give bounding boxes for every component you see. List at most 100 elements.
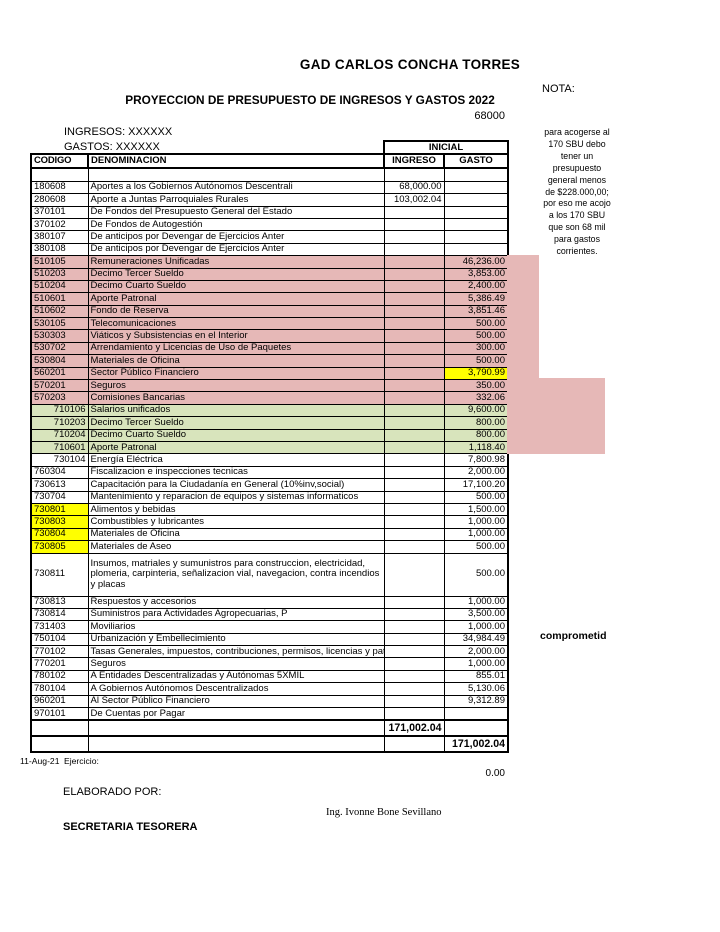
- row-code: 180608: [30, 180, 89, 195]
- nota-label: NOTA:: [542, 83, 575, 95]
- row-code: 730811: [30, 552, 89, 597]
- row-ingreso: [383, 694, 445, 709]
- row-code: 770201: [30, 657, 89, 671]
- row-ingreso: [383, 453, 445, 467]
- row-denomination: Aportes a los Gobiernos Autónomos Descen…: [87, 180, 385, 195]
- row-gasto: 7,800.98: [443, 453, 509, 467]
- table-row: 730805 Materiales de Aseo 500.00: [30, 540, 509, 554]
- row-ingreso: [383, 682, 445, 696]
- row-denomination: Fiscalizacion e inspecciones tecnicas: [87, 465, 385, 480]
- row-denomination: Combustibles y lubricantes: [87, 515, 385, 529]
- document-date: 11-Aug-21: [20, 756, 60, 766]
- row-gasto: 3,853.00: [443, 267, 509, 281]
- row-denomination: Materiales de Aseo: [87, 540, 385, 554]
- table-row: 730804 Materiales de Oficina 1,000.00: [30, 527, 509, 542]
- pink-highlight-block-narrow: [507, 255, 539, 378]
- table-row: 760304 Fiscalizacion e inspecciones tecni…: [30, 465, 509, 480]
- column-header-gasto: GASTO: [443, 153, 509, 169]
- table-row: 370101 De Fondos del Presupuesto General …: [30, 205, 509, 219]
- row-ingreso: [383, 304, 445, 319]
- row-gasto: 5,386.49: [443, 292, 509, 306]
- row-gasto: 1,000.00: [443, 657, 509, 671]
- row-ingreso: [383, 391, 445, 405]
- table-row: 780102 A Entidades Descentralizadas y Aut…: [30, 669, 509, 684]
- row-gasto: 3,851.46: [443, 304, 509, 319]
- row-ingreso: [383, 657, 445, 671]
- total-row-gasto: 171,002.04: [30, 735, 509, 754]
- row-ingreso: [383, 267, 445, 281]
- row-ingreso: [383, 607, 445, 622]
- table-row: 380108 De anticipos por Devengar de Ejerc…: [30, 242, 509, 257]
- comprometido-annotation: comprometid: [540, 630, 607, 642]
- row-denomination: Decimo Tercer Sueldo: [87, 267, 385, 281]
- row-ingreso: [383, 366, 445, 381]
- row-code: 730813: [30, 595, 89, 609]
- row-gasto: 34,984.49: [443, 632, 509, 647]
- gastos-label: GASTOS: XXXXXX: [64, 141, 160, 153]
- table-row: 730803 Combustibles y lubricantes 1,000.00: [30, 515, 509, 529]
- row-denomination: Salarios unificados: [87, 403, 385, 418]
- row-code: 730704: [30, 490, 89, 504]
- row-denomination: Al Sector Público Financiero: [87, 694, 385, 709]
- table-row: 730811 Insumos, matriales y sumunistros p…: [30, 552, 509, 597]
- row-code: 730803: [30, 515, 89, 529]
- row-code: 280608: [30, 193, 89, 207]
- row-code: 960201: [30, 694, 89, 709]
- total-empty-cell: [30, 735, 89, 754]
- budget-table: INICIAL CODIGO DENOMINACION INGRESO GAST…: [30, 139, 509, 754]
- elaborado-por-label: ELABORADO POR:: [63, 786, 162, 798]
- group-header-empty-cell: [31, 141, 384, 154]
- ejercicio-label: Ejercicio:: [64, 756, 99, 766]
- row-denomination: Arrendamiento y Licencias de Uso de Paqu…: [87, 341, 385, 356]
- row-gasto: [443, 230, 509, 244]
- row-code: 530702: [30, 341, 89, 356]
- table-row: 750104 Urbanización y Embellecimiento 34,9…: [30, 632, 509, 647]
- table-row: 730814 Suministros para Actividades Agrop…: [30, 607, 509, 622]
- row-code: 510601: [30, 292, 89, 306]
- row-denomination: Sector Público Financiero: [87, 366, 385, 381]
- row-denomination: Decimo Cuarto Sueldo: [87, 428, 385, 443]
- row-code: 560201: [30, 366, 89, 381]
- row-denomination: Decimo Tercer Sueldo: [87, 416, 385, 430]
- row-code: 380108: [30, 242, 89, 257]
- total-empty-cell: [87, 719, 385, 737]
- row-gasto: 1,118.40: [443, 440, 509, 455]
- table-row: 710601 Aporte Patronal 1,118.40: [30, 440, 509, 455]
- row-gasto: 300.00: [443, 341, 509, 356]
- document-title: PROYECCION DE PRESUPUESTO DE INGRESOS Y …: [125, 93, 495, 107]
- row-ingreso: [383, 341, 445, 356]
- table-row: 280608 Aporte a Juntas Parroquiales Rural…: [30, 193, 509, 207]
- table-row: 370102 De Fondos de Autogestión: [30, 217, 509, 232]
- row-ingreso: [383, 279, 445, 294]
- table-row: 510203 Decimo Tercer Sueldo 3,853.00: [30, 267, 509, 281]
- signature-name: Ing. Ivonne Bone Sevillano: [326, 807, 442, 818]
- total-row-ingreso: 171,002.04: [30, 719, 509, 737]
- row-gasto: 500.00: [443, 317, 509, 331]
- table-row: 510601 Aporte Patronal 5,386.49: [30, 292, 509, 306]
- row-ingreso: [383, 527, 445, 542]
- row-code: 710601: [30, 440, 89, 455]
- table-row: 530105 Telecomunicaciones 500.00: [30, 317, 509, 331]
- row-ingreso: [383, 478, 445, 492]
- row-gasto: 46,236.00: [443, 255, 509, 269]
- row-ingreso: [383, 595, 445, 609]
- row-denomination: A Gobiernos Autónomos Descentralizados: [87, 682, 385, 696]
- table-row: 770102 Tasas Generales, impuestos, contri…: [30, 645, 509, 659]
- row-gasto: [443, 205, 509, 219]
- row-gasto: 2,000.00: [443, 465, 509, 480]
- row-denomination: De anticipos por Devengar de Ejercicios …: [87, 230, 385, 244]
- row-gasto: 800.00: [443, 416, 509, 430]
- ingresos-label: INGRESOS: XXXXXX: [64, 126, 173, 138]
- row-ingreso: [383, 230, 445, 244]
- row-code: 760304: [30, 465, 89, 480]
- row-ingreso: [383, 205, 445, 219]
- table-row: 780104 A Gobiernos Autónomos Descentraliz…: [30, 682, 509, 696]
- table-row: 731403 Moviliarios 1,000.00: [30, 620, 509, 634]
- row-denomination: Decimo Cuarto Sueldo: [87, 279, 385, 294]
- table-row: 730104 Energía Eléctrica 7,800.98: [30, 453, 509, 467]
- row-code: 570203: [30, 391, 89, 405]
- row-ingreso: [383, 707, 445, 721]
- row-code: 510204: [30, 279, 89, 294]
- budget-code-number: 68000: [474, 110, 505, 122]
